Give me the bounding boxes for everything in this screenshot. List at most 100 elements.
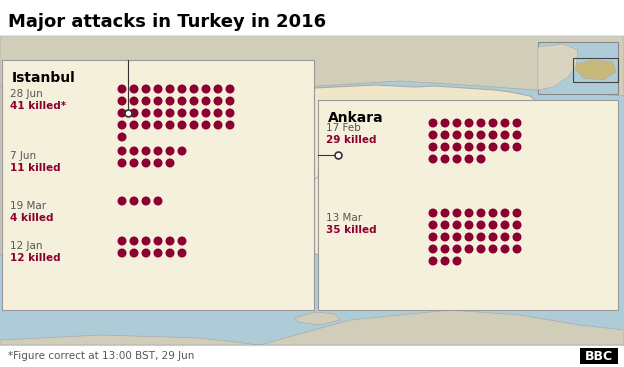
- Circle shape: [477, 233, 485, 241]
- Circle shape: [117, 248, 127, 258]
- Circle shape: [429, 131, 437, 139]
- Circle shape: [177, 84, 187, 94]
- Circle shape: [130, 196, 139, 206]
- Circle shape: [500, 221, 510, 229]
- Polygon shape: [295, 312, 340, 325]
- Circle shape: [429, 221, 437, 229]
- Circle shape: [512, 208, 522, 218]
- Bar: [0, 36, 624, 345]
- Circle shape: [154, 196, 162, 206]
- Circle shape: [165, 159, 175, 167]
- Circle shape: [177, 97, 187, 105]
- Text: 7 Jun: 7 Jun: [10, 151, 36, 161]
- Polygon shape: [538, 44, 578, 90]
- Circle shape: [165, 109, 175, 117]
- Circle shape: [512, 221, 522, 229]
- Circle shape: [429, 155, 437, 164]
- Circle shape: [130, 97, 139, 105]
- Polygon shape: [576, 60, 616, 80]
- Circle shape: [117, 146, 127, 156]
- Text: 29 killed: 29 killed: [326, 135, 376, 145]
- Circle shape: [154, 159, 162, 167]
- Text: 41 killed*: 41 killed*: [10, 101, 66, 111]
- Circle shape: [177, 248, 187, 258]
- Circle shape: [477, 155, 485, 164]
- Bar: [0, 345, 624, 367]
- Circle shape: [452, 142, 462, 152]
- Circle shape: [213, 120, 223, 130]
- Circle shape: [213, 84, 223, 94]
- Circle shape: [512, 244, 522, 254]
- Circle shape: [441, 208, 449, 218]
- Circle shape: [177, 120, 187, 130]
- Circle shape: [464, 119, 474, 127]
- Circle shape: [202, 84, 210, 94]
- Circle shape: [142, 146, 150, 156]
- Circle shape: [464, 233, 474, 241]
- Text: 4 killed: 4 killed: [10, 213, 54, 223]
- Text: BBC: BBC: [585, 349, 613, 363]
- Circle shape: [117, 132, 127, 142]
- Polygon shape: [0, 86, 80, 256]
- Circle shape: [489, 244, 497, 254]
- Circle shape: [477, 244, 485, 254]
- Circle shape: [154, 84, 162, 94]
- Circle shape: [452, 208, 462, 218]
- Circle shape: [512, 131, 522, 139]
- Circle shape: [429, 142, 437, 152]
- Circle shape: [489, 142, 497, 152]
- Circle shape: [142, 109, 150, 117]
- Circle shape: [464, 244, 474, 254]
- Circle shape: [452, 155, 462, 164]
- Circle shape: [441, 119, 449, 127]
- Text: 35 killed: 35 killed: [326, 225, 377, 235]
- Circle shape: [142, 236, 150, 246]
- Circle shape: [130, 159, 139, 167]
- Circle shape: [452, 221, 462, 229]
- Text: *Figure correct at 13:00 BST, 29 Jun: *Figure correct at 13:00 BST, 29 Jun: [8, 351, 194, 361]
- Circle shape: [117, 109, 127, 117]
- Circle shape: [477, 119, 485, 127]
- Circle shape: [464, 221, 474, 229]
- Circle shape: [213, 97, 223, 105]
- Circle shape: [142, 196, 150, 206]
- Circle shape: [165, 97, 175, 105]
- Circle shape: [165, 146, 175, 156]
- Circle shape: [489, 221, 497, 229]
- Polygon shape: [0, 310, 624, 345]
- Circle shape: [500, 142, 510, 152]
- Circle shape: [441, 131, 449, 139]
- Text: 13 Mar: 13 Mar: [326, 213, 362, 223]
- Text: Istanbul: Istanbul: [12, 71, 76, 85]
- Circle shape: [117, 236, 127, 246]
- Circle shape: [130, 248, 139, 258]
- Bar: [318, 100, 618, 310]
- Circle shape: [489, 119, 497, 127]
- Circle shape: [165, 248, 175, 258]
- Circle shape: [477, 208, 485, 218]
- Circle shape: [142, 248, 150, 258]
- Circle shape: [500, 119, 510, 127]
- Circle shape: [165, 84, 175, 94]
- Circle shape: [500, 244, 510, 254]
- Bar: [573, 58, 618, 82]
- Circle shape: [477, 221, 485, 229]
- Circle shape: [452, 131, 462, 139]
- Text: 19 Mar: 19 Mar: [10, 201, 46, 211]
- Circle shape: [429, 257, 437, 265]
- Circle shape: [441, 142, 449, 152]
- Circle shape: [429, 244, 437, 254]
- Circle shape: [117, 84, 127, 94]
- Circle shape: [165, 236, 175, 246]
- Circle shape: [190, 109, 198, 117]
- Circle shape: [477, 142, 485, 152]
- Bar: [580, 348, 618, 364]
- Polygon shape: [68, 85, 550, 272]
- Circle shape: [500, 131, 510, 139]
- Circle shape: [117, 97, 127, 105]
- Circle shape: [142, 159, 150, 167]
- Circle shape: [441, 155, 449, 164]
- Circle shape: [142, 84, 150, 94]
- Circle shape: [213, 109, 223, 117]
- Circle shape: [452, 257, 462, 265]
